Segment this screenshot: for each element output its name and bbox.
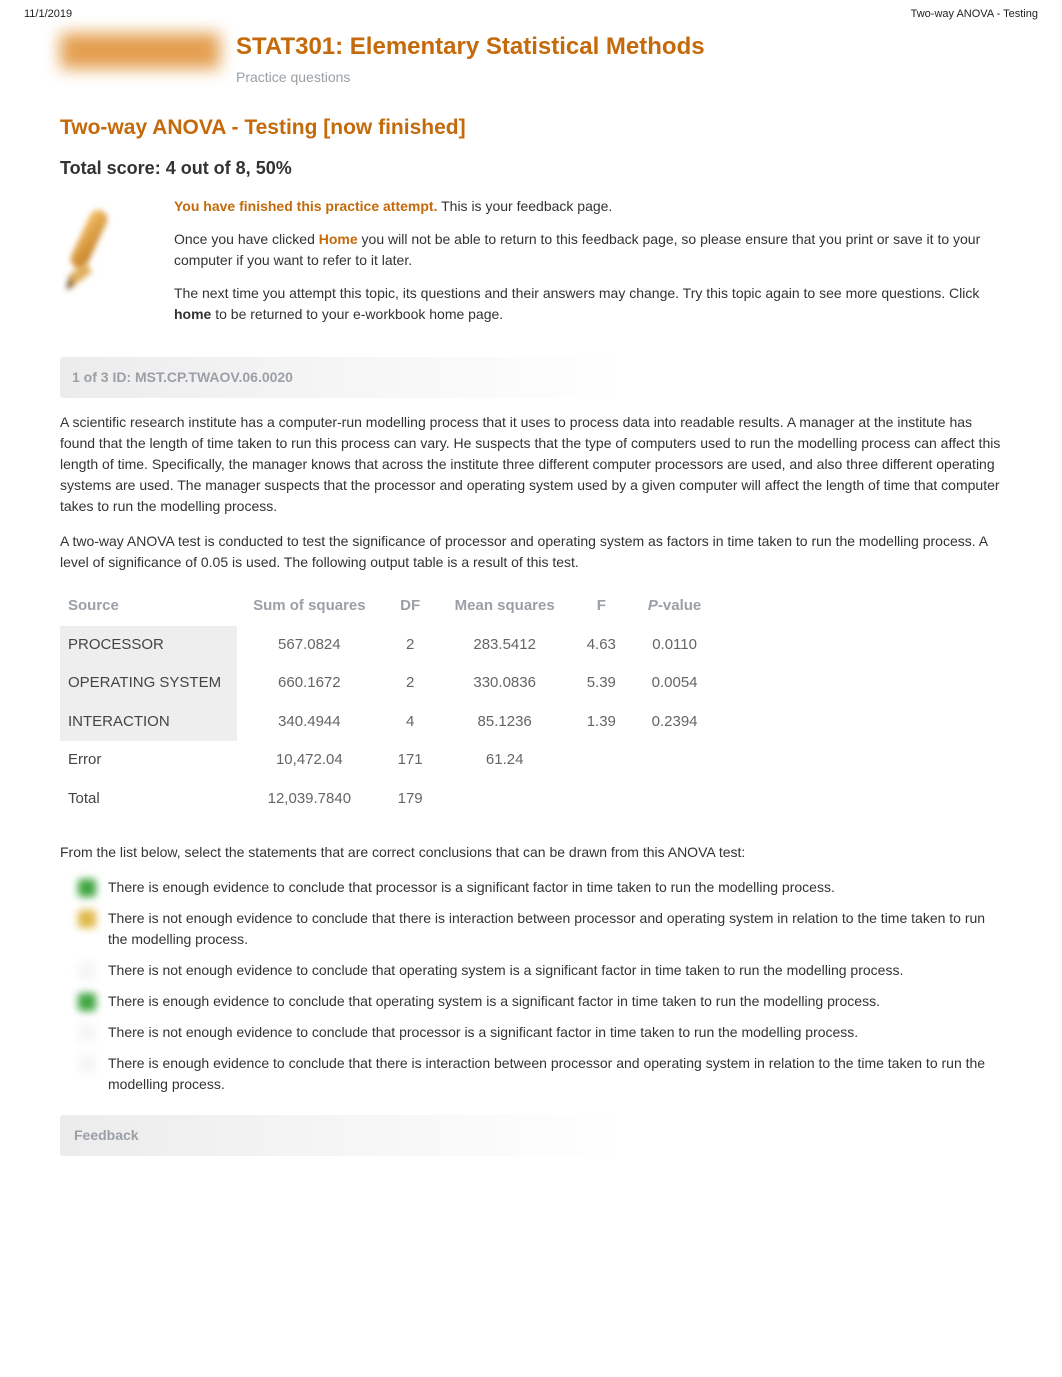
course-title: STAT301: Elementary Statistical Methods: [236, 29, 705, 65]
cell-df: 2: [382, 664, 439, 703]
cell-ss: 340.4944: [237, 703, 382, 742]
feedback-line3-post: to be returned to your e-workbook home p…: [215, 306, 503, 322]
cell-ms: [439, 780, 571, 819]
table-row: OPERATING SYSTEM660.16722330.08365.390.0…: [60, 664, 717, 703]
feedback-line1-tail: This is your feedback page.: [441, 198, 612, 214]
option-mark-icon: [78, 910, 96, 928]
th-source: Source: [60, 587, 237, 626]
th-f: F: [571, 587, 632, 626]
option-mark-icon: [78, 1024, 96, 1042]
cell-f: 5.39: [571, 664, 632, 703]
cell-ss: 10,472.04: [237, 741, 382, 780]
option-text: There is enough evidence to conclude tha…: [108, 991, 1002, 1012]
question-para2: A two-way ANOVA test is conducted to tes…: [60, 531, 1002, 573]
cell-p: 0.0054: [632, 664, 717, 703]
logo-blur: [60, 33, 220, 69]
cell-source: Total: [60, 780, 237, 819]
feedback-line3-pre: The next time you attempt this topic, it…: [174, 285, 979, 301]
cell-ss: 567.0824: [237, 626, 382, 665]
cell-ms: 61.24: [439, 741, 571, 780]
table-row: PROCESSOR567.08242283.54124.630.0110: [60, 626, 717, 665]
cell-source: Error: [60, 741, 237, 780]
feedback-row: You have finished this practice attempt.…: [60, 196, 1002, 337]
score-line: Total score: 4 out of 8, 50%: [60, 155, 1002, 182]
section-heading: Two-way ANOVA - Testing [now finished]: [60, 112, 1002, 144]
question-id-bar: 1 of 3 ID: MST.CP.TWAOV.06.0020: [60, 357, 1002, 398]
cell-p: 0.0110: [632, 626, 717, 665]
cell-ss: 12,039.7840: [237, 780, 382, 819]
cell-source: OPERATING SYSTEM: [60, 664, 237, 703]
option-row[interactable]: There is not enough evidence to conclude…: [78, 908, 1002, 950]
cell-ms: 330.0836: [439, 664, 571, 703]
cell-df: 4: [382, 703, 439, 742]
cell-df: 179: [382, 780, 439, 819]
cell-source: PROCESSOR: [60, 626, 237, 665]
feedback-text: You have finished this practice attempt.…: [174, 196, 1002, 337]
option-row[interactable]: There is not enough evidence to conclude…: [78, 1022, 1002, 1043]
option-row[interactable]: There is not enough evidence to conclude…: [78, 960, 1002, 981]
meta-date: 11/1/2019: [24, 6, 72, 23]
course-subtitle: Practice questions: [236, 67, 705, 88]
cell-ms: 283.5412: [439, 626, 571, 665]
page-meta: 11/1/2019 Two-way ANOVA - Testing: [0, 0, 1062, 29]
option-row[interactable]: There is enough evidence to conclude tha…: [78, 877, 1002, 898]
cell-p: [632, 780, 717, 819]
table-row: INTERACTION340.4944485.12361.390.2394: [60, 703, 717, 742]
th-df: DF: [382, 587, 439, 626]
table-row: Error10,472.0417161.24: [60, 741, 717, 780]
option-text: There is not enough evidence to conclude…: [108, 960, 1002, 981]
header-row: STAT301: Elementary Statistical Methods …: [60, 29, 1002, 88]
option-text: There is enough evidence to conclude tha…: [108, 1053, 1002, 1095]
option-row[interactable]: There is enough evidence to conclude tha…: [78, 1053, 1002, 1095]
cell-source: INTERACTION: [60, 703, 237, 742]
header-text: STAT301: Elementary Statistical Methods …: [236, 29, 705, 88]
feedback-line2-pre: Once you have clicked: [174, 231, 319, 247]
table-row: Total12,039.7840179: [60, 780, 717, 819]
cell-f: [571, 741, 632, 780]
option-row[interactable]: There is enough evidence to conclude tha…: [78, 991, 1002, 1012]
meta-doc-title: Two-way ANOVA - Testing: [911, 6, 1038, 23]
cell-p: 0.2394: [632, 703, 717, 742]
cell-df: 171: [382, 741, 439, 780]
content: STAT301: Elementary Statistical Methods …: [0, 29, 1062, 1187]
cell-f: 4.63: [571, 626, 632, 665]
th-p: P-value: [632, 587, 717, 626]
feedback-bar: Feedback: [60, 1115, 1002, 1156]
cell-f: 1.39: [571, 703, 632, 742]
th-ss: Sum of squares: [237, 587, 382, 626]
th-ms: Mean squares: [439, 587, 571, 626]
cell-f: [571, 780, 632, 819]
option-mark-icon: [78, 962, 96, 980]
cell-p: [632, 741, 717, 780]
cell-ms: 85.1236: [439, 703, 571, 742]
option-text: There is not enough evidence to conclude…: [108, 908, 1002, 950]
options-list: There is enough evidence to conclude tha…: [60, 877, 1002, 1095]
option-mark-icon: [78, 879, 96, 897]
option-text: There is not enough evidence to conclude…: [108, 1022, 1002, 1043]
anova-table: Source Sum of squares DF Mean squares F …: [60, 587, 717, 818]
question-para1: A scientific research institute has a co…: [60, 412, 1002, 517]
cell-ss: 660.1672: [237, 664, 382, 703]
option-mark-icon: [78, 1055, 96, 1073]
feedback-finished-emph: You have finished this practice attempt.: [174, 198, 437, 214]
options-intro: From the list below, select the statemen…: [60, 842, 1002, 863]
option-mark-icon: [78, 993, 96, 1011]
cell-df: 2: [382, 626, 439, 665]
question-body: A scientific research institute has a co…: [60, 412, 1002, 1095]
th-p-italic: P: [648, 597, 658, 614]
option-text: There is enough evidence to conclude tha…: [108, 877, 1002, 898]
home-link[interactable]: Home: [319, 231, 358, 247]
home-bold: home: [174, 306, 211, 322]
pencil-icon: [60, 196, 160, 296]
